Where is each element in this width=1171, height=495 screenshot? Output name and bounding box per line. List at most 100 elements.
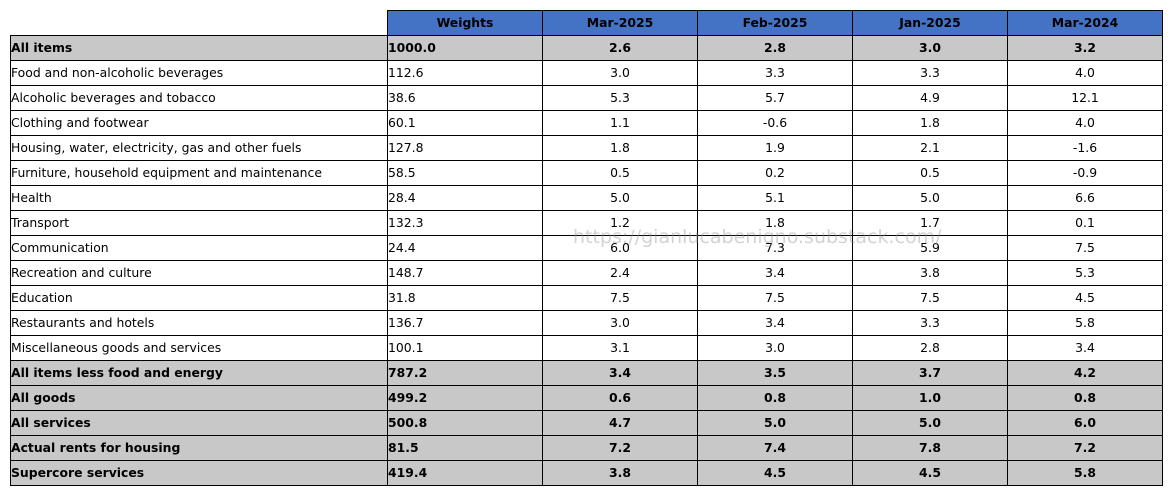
weight-cell: 24.4 [387,235,543,261]
value-cell: 3.1 [542,335,698,361]
value-cell: 7.5 [542,285,698,311]
value-cell: 1.2 [542,210,698,236]
weight-cell: 132.3 [387,210,543,236]
value-cell: 5.0 [542,185,698,211]
weight-cell: 81.5 [387,435,543,461]
value-cell: 1.1 [542,110,698,136]
value-cell: 4.5 [1007,285,1163,311]
value-cell: 5.8 [1007,460,1163,486]
weight-cell: 60.1 [387,110,543,136]
value-cell: 0.5 [542,160,698,186]
weight-cell: 419.4 [387,460,543,486]
value-cell: 0.8 [697,385,853,411]
row-label: Transport [10,210,388,236]
value-cell: 3.3 [852,60,1008,86]
weight-cell: 500.8 [387,410,543,436]
value-cell: 0.8 [1007,385,1163,411]
row-label: Food and non-alcoholic beverages [10,60,388,86]
weight-cell: 28.4 [387,185,543,211]
value-cell: -1.6 [1007,135,1163,161]
value-cell: 3.2 [1007,35,1163,61]
row-label: Recreation and culture [10,260,388,286]
row-label: Clothing and footwear [10,110,388,136]
value-cell: 0.1 [1007,210,1163,236]
weight-cell: 499.2 [387,385,543,411]
table-row: Food and non-alcoholic beverages 112.6 3.0… [10,60,1163,86]
table-row: All services 500.8 4.7 5.0 5.0 6.0 [10,410,1163,436]
table-row: Alcoholic beverages and tobacco 38.6 5.3 5.… [10,85,1163,111]
weight-cell: 112.6 [387,60,543,86]
value-cell: 1.8 [852,110,1008,136]
table-row: All items less food and energy 787.2 3.4 3.… [10,360,1163,386]
value-cell: 5.0 [697,410,853,436]
value-cell: 3.3 [852,310,1008,336]
value-cell: 1.8 [697,210,853,236]
table-row: Health 28.4 5.0 5.1 5.0 6.6 [10,185,1163,211]
value-cell: 3.0 [542,310,698,336]
value-cell: 3.0 [697,335,853,361]
column-header-mar-2025: Mar-2025 [542,10,698,36]
table-body: All items 1000.0 2.6 2.8 3.0 3.2 Food and non-… [10,35,1163,486]
value-cell: 5.1 [697,185,853,211]
value-cell: 7.2 [1007,435,1163,461]
value-cell: 7.5 [1007,235,1163,261]
table-row: Recreation and culture 148.7 2.4 3.4 3.8 5.3 [10,260,1163,286]
value-cell: 4.7 [542,410,698,436]
weight-cell: 127.8 [387,135,543,161]
value-cell: 4.5 [852,460,1008,486]
value-cell: 0.5 [852,160,1008,186]
value-cell: -0.6 [697,110,853,136]
row-label: Education [10,285,388,311]
value-cell: 6.0 [1007,410,1163,436]
table-row: Restaurants and hotels 136.7 3.0 3.4 3.3 5.8 [10,310,1163,336]
column-header-weights: Weights [387,10,543,36]
value-cell: 2.1 [852,135,1008,161]
value-cell: 3.8 [852,260,1008,286]
value-cell: 7.3 [697,235,853,261]
header-corner [10,10,388,36]
value-cell: 5.9 [852,235,1008,261]
weight-cell: 787.2 [387,360,543,386]
row-label: All goods [10,385,388,411]
value-cell: 3.3 [697,60,853,86]
value-cell: 4.2 [1007,360,1163,386]
value-cell: 7.8 [852,435,1008,461]
table-row: Housing, water, electricity, gas and oth… [10,135,1163,161]
weight-cell: 148.7 [387,260,543,286]
row-label: Communication [10,235,388,261]
row-label: Furniture, household equipment and maint… [10,160,388,186]
value-cell: 5.8 [1007,310,1163,336]
value-cell: 1.8 [542,135,698,161]
value-cell: 5.0 [852,410,1008,436]
value-cell: 7.5 [852,285,1008,311]
value-cell: 7.5 [697,285,853,311]
column-header-feb-2025: Feb-2025 [697,10,853,36]
table-row: Education 31.8 7.5 7.5 7.5 4.5 [10,285,1163,311]
row-label: Miscellaneous goods and services [10,335,388,361]
value-cell: 3.0 [852,35,1008,61]
weight-cell: 136.7 [387,310,543,336]
value-cell: 3.4 [697,260,853,286]
value-cell: 2.6 [542,35,698,61]
weight-cell: 100.1 [387,335,543,361]
value-cell: 2.8 [852,335,1008,361]
row-label: Restaurants and hotels [10,310,388,336]
table-row: Actual rents for housing 81.5 7.2 7.4 7.8 7.2 [10,435,1163,461]
value-cell: 6.0 [542,235,698,261]
value-cell: 7.2 [542,435,698,461]
value-cell: 3.0 [542,60,698,86]
value-cell: 3.8 [542,460,698,486]
value-cell: 0.2 [697,160,853,186]
table-row: Supercore services 419.4 3.8 4.5 4.5 5.8 [10,460,1163,486]
value-cell: 12.1 [1007,85,1163,111]
row-label: Health [10,185,388,211]
value-cell: 6.6 [1007,185,1163,211]
value-cell: 2.4 [542,260,698,286]
value-cell: 3.4 [697,310,853,336]
value-cell: 3.7 [852,360,1008,386]
value-cell: 4.0 [1007,110,1163,136]
value-cell: 5.0 [852,185,1008,211]
value-cell: 1.9 [697,135,853,161]
table-row: Clothing and footwear 60.1 1.1 -0.6 1.8 4.0 [10,110,1163,136]
table-row: Transport 132.3 1.2 1.8 1.7 0.1 [10,210,1163,236]
